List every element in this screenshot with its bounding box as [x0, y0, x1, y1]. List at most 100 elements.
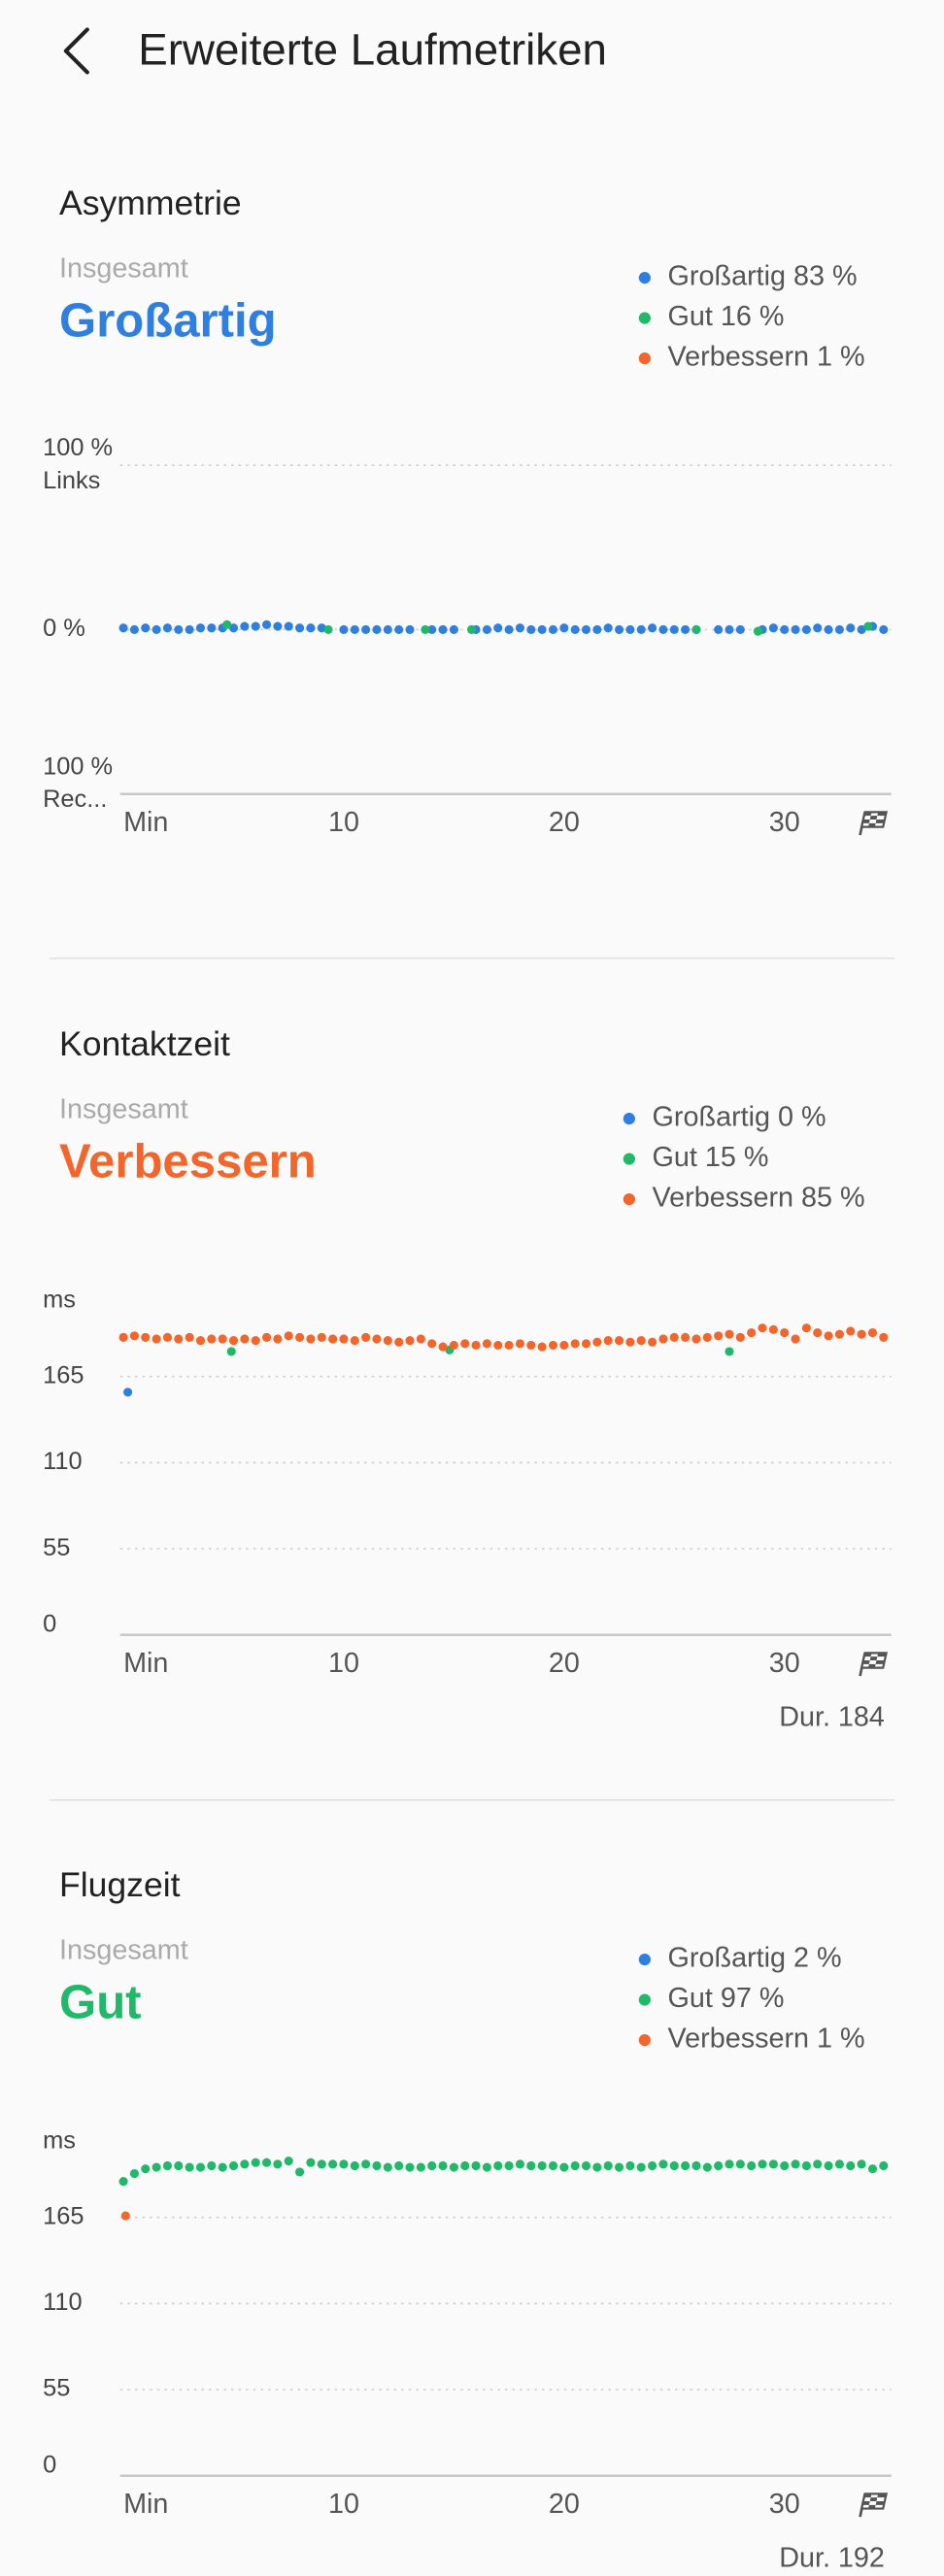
x-tick-label: Min — [123, 2489, 168, 2520]
data-point — [768, 2159, 778, 2169]
legend-dot — [638, 312, 651, 324]
data-point — [207, 2160, 217, 2171]
data-point — [669, 1332, 679, 1342]
data-point — [416, 1334, 425, 1344]
y-tick-label: 55 — [43, 1534, 70, 1561]
data-point — [120, 2211, 130, 2221]
data-point — [295, 1332, 305, 1342]
data-point — [824, 2160, 833, 2171]
data-point — [570, 2160, 580, 2171]
data-point — [317, 1332, 326, 1342]
data-point — [185, 1332, 194, 1342]
data-point — [879, 2160, 889, 2171]
data-point — [559, 623, 569, 633]
data-point — [526, 1340, 536, 1351]
data-point — [846, 1326, 856, 1336]
data-point — [174, 624, 184, 635]
data-point — [416, 2162, 425, 2172]
data-point — [273, 2159, 283, 2169]
data-point — [323, 624, 333, 635]
data-point — [129, 2168, 139, 2179]
data-point — [857, 624, 866, 635]
data-point — [405, 1336, 415, 1346]
data-point — [449, 2162, 458, 2172]
data-point — [753, 626, 763, 636]
legend-dot — [623, 1113, 635, 1125]
data-point — [306, 1334, 316, 1344]
data-point — [261, 619, 272, 629]
y-tick-label: 0 — [43, 2451, 56, 2478]
data-point — [118, 623, 128, 633]
y-tick-label: 165 — [43, 1361, 84, 1388]
data-point — [603, 2160, 613, 2171]
data-point — [658, 1334, 668, 1344]
page-title: Erweiterte Laufmetriken — [138, 24, 607, 74]
data-point — [372, 2160, 382, 2171]
flag-checks — [862, 812, 886, 827]
data-point — [691, 1334, 701, 1344]
data-point — [681, 624, 691, 635]
data-point — [438, 1342, 448, 1352]
legend-label: Gut 16 % — [668, 301, 785, 332]
legend-label: Großartig 83 % — [668, 261, 858, 292]
data-point — [152, 1334, 161, 1344]
data-point — [185, 2162, 194, 2172]
y-unit: ms — [43, 1287, 76, 1314]
data-point — [240, 621, 250, 631]
data-point — [207, 1334, 217, 1344]
data-point — [350, 1336, 359, 1346]
data-point — [427, 2160, 437, 2171]
data-point — [636, 1336, 646, 1346]
data-point — [714, 624, 724, 635]
legend: Großartig 83 % Gut 16 % Verbessern 1 % — [638, 261, 865, 373]
y-unit: ms — [43, 2127, 76, 2155]
data-point — [394, 2160, 404, 2171]
data-point — [118, 1332, 128, 1342]
back-button[interactable] — [63, 27, 89, 75]
data-point — [735, 2159, 745, 2169]
data-point — [648, 623, 657, 633]
data-point — [548, 2160, 558, 2171]
legend-dot — [623, 1153, 635, 1165]
data-point — [570, 1339, 580, 1349]
data-point — [735, 624, 745, 635]
legend-dot — [638, 1954, 651, 1966]
data-point — [482, 2162, 491, 2172]
data-point — [537, 624, 547, 635]
data-point — [222, 619, 232, 629]
y-axis-bottom-label: Rec... — [43, 786, 107, 813]
data-point — [273, 1334, 283, 1344]
data-point — [449, 624, 458, 635]
data-point — [515, 623, 525, 633]
data-point — [570, 624, 580, 635]
data-point — [152, 624, 161, 635]
data-point — [185, 624, 194, 635]
data-point — [251, 1336, 260, 1346]
data-point — [758, 1323, 767, 1333]
legend-dot — [623, 1192, 635, 1206]
x-tick-label: Min — [123, 807, 168, 838]
data-point — [747, 1327, 757, 1338]
data-point — [361, 2159, 371, 2169]
data-point — [592, 624, 602, 635]
data-point — [725, 624, 734, 635]
data-point — [350, 624, 359, 635]
x-tick-label: 30 — [769, 1648, 800, 1679]
data-point — [372, 1334, 382, 1344]
y-tick-label: 100 % — [43, 753, 113, 780]
data-point — [339, 624, 349, 635]
overall-rating: Gut — [59, 1976, 142, 2028]
data-point — [559, 2162, 569, 2172]
data-point — [129, 624, 139, 635]
legend: Großartig 2 % Gut 97 % Verbessern 1 % — [638, 1943, 865, 2055]
x-tick-label: 30 — [769, 2489, 800, 2520]
data-point — [218, 1334, 227, 1344]
data-point — [625, 624, 635, 635]
flag-checks — [862, 2493, 886, 2509]
data-point — [118, 2177, 128, 2187]
data-point — [218, 2162, 227, 2172]
data-point — [702, 1332, 712, 1342]
legend-dot — [638, 1993, 651, 2006]
data-point — [725, 1347, 734, 1356]
